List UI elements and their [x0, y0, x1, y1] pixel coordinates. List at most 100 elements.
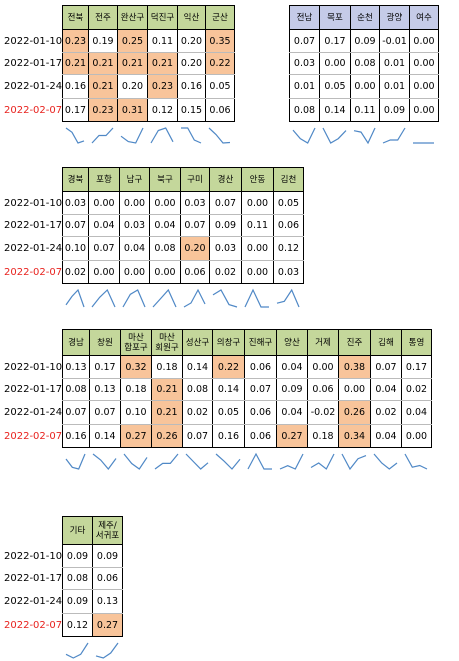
date-label: 2022-01-10 [4, 361, 63, 373]
table-row: 0.12 0.27 [62, 613, 123, 637]
table-row: 0.07 0.04 0.03 0.04 0.07 0.09 0.11 0.06 [62, 214, 304, 237]
value-cell: 0.00 [241, 191, 274, 215]
sparkline [152, 288, 177, 308]
value-cell: -0.02 [307, 400, 339, 425]
sparkline [92, 453, 117, 470]
value-cell: 0.00 [409, 29, 439, 53]
value-cell: 0.21 [117, 52, 148, 75]
value-cell: 0.00 [88, 260, 120, 284]
table-row: 0.07 0.17 0.09 -0.01 0.00 [289, 29, 439, 53]
column-header: 전북 [62, 5, 89, 30]
value-cell: 0.21 [62, 52, 89, 75]
value-cell: 0.35 [205, 29, 235, 53]
sparkline-line [353, 127, 376, 145]
value-cell: 0.07 [370, 355, 402, 379]
value-cell: 0.20 [180, 236, 210, 261]
value-cell: 0.21 [88, 52, 118, 75]
value-cell: 0.08 [289, 98, 320, 122]
value-cell: 0.14 [89, 424, 121, 448]
value-cell: 0.12 [62, 613, 93, 637]
value-cell: 0.00 [409, 98, 439, 122]
sparkline [212, 289, 238, 308]
table-row: 0.08 0.06 [62, 567, 123, 590]
value-cell: 0.16 [62, 424, 90, 448]
value-cell: 0.00 [119, 260, 150, 284]
table-row: 0.08 0.13 0.18 0.21 0.08 0.14 0.07 0.09 0.06 0.00… [62, 378, 432, 401]
value-cell: 0.16 [177, 74, 206, 99]
sparkline [279, 453, 304, 470]
value-cell: 0.04 [370, 378, 402, 401]
sparkline [183, 288, 206, 308]
sparkline-line [152, 288, 177, 308]
column-header: 진주 [338, 329, 371, 356]
value-cell: 0.17 [401, 355, 432, 379]
column-header: 경남 [62, 329, 90, 356]
value-cell: 0.08 [350, 52, 380, 75]
column-header: 창원 [89, 329, 121, 356]
value-cell: 0.22 [205, 52, 235, 75]
value-cell: 0.09 [379, 98, 410, 122]
sparkline [244, 288, 269, 308]
value-cell: 0.11 [147, 29, 178, 53]
value-cell: 0.06 [205, 98, 235, 122]
value-cell: 0.03 [273, 260, 304, 284]
date-label: 2022-02-07 [4, 104, 63, 116]
value-cell: 0.00 [149, 191, 181, 215]
value-cell: 0.06 [180, 260, 210, 284]
table-row: 0.09 0.13 [62, 589, 123, 614]
table-row: 0.13 0.17 0.32 0.18 0.14 0.22 0.06 0.04 0.00 0.38… [62, 355, 432, 379]
table-row: 0.21 0.21 0.21 0.21 0.20 0.22 [62, 52, 235, 75]
sparkline-line [292, 127, 316, 144]
date-label: 2022-01-17 [4, 573, 63, 584]
date-label: 2022-01-17 [4, 220, 63, 231]
sparkline [276, 288, 300, 308]
sparkline [373, 453, 398, 470]
column-header: 남구 [119, 167, 150, 192]
value-cell: 0.17 [89, 355, 121, 379]
value-cell: 0.02 [182, 400, 213, 425]
value-cell: 0.02 [370, 400, 402, 425]
sparkline-line [208, 127, 231, 144]
value-cell: 0.18 [151, 355, 183, 379]
value-cell: 0.07 [289, 29, 320, 53]
sparkline-line [92, 453, 117, 470]
column-header: 순천 [350, 5, 380, 30]
table-row: 0.01 0.05 0.00 0.01 0.00 [289, 74, 439, 99]
value-cell: 0.03 [209, 236, 242, 261]
value-cell: 0.00 [409, 74, 439, 99]
value-cell: 0.21 [88, 74, 118, 99]
value-cell: 0.08 [62, 378, 90, 401]
value-cell: 0.20 [177, 52, 206, 75]
sparkline-line [382, 127, 406, 144]
column-header: 덕진구 [147, 5, 178, 30]
value-cell: 0.13 [62, 355, 90, 379]
value-cell: 0.19 [88, 29, 118, 53]
table-gyeongbuk: 경북 포항 남구 북구 구미 경산 안동 김천 0.03 0.00 0.00 0.00 0.03 0.07… [62, 167, 304, 284]
value-cell: -0.01 [379, 29, 410, 53]
value-cell: 0.00 [88, 191, 120, 215]
value-cell: 0.07 [182, 424, 213, 448]
sparkline-line [276, 288, 300, 308]
column-header: 진해구 [244, 329, 277, 356]
value-cell: 0.14 [182, 355, 213, 379]
table-row: 0.16 0.21 0.20 0.23 0.16 0.05 [62, 74, 235, 99]
value-cell: 0.38 [338, 355, 371, 379]
table-row: 0.08 0.14 0.11 0.09 0.00 [289, 98, 439, 122]
column-header: 거제 [307, 329, 339, 356]
value-cell: 0.04 [276, 355, 308, 379]
sparkline-line [212, 289, 238, 308]
date-label: 2022-02-07 [4, 619, 63, 631]
column-header: 광양 [379, 5, 410, 30]
value-cell: 0.32 [120, 355, 152, 379]
value-cell: 0.00 [119, 191, 150, 215]
table-jeonnam: 전남 목포 순천 광양 여수 0.07 0.17 0.09 -0.01 0.00 0.03 0.00 0… [289, 5, 439, 122]
column-header: 의창구 [212, 329, 245, 356]
sparkline [65, 288, 85, 308]
column-header: 마산 회원구 [151, 329, 183, 356]
sparkline-line [185, 453, 209, 470]
column-header: 완산구 [117, 5, 148, 30]
table-row: 0.17 0.23 0.31 0.12 0.15 0.06 [62, 98, 235, 122]
value-cell: 0.10 [62, 236, 89, 261]
value-cell: 0.00 [338, 378, 371, 401]
column-header: 군산 [205, 5, 235, 30]
